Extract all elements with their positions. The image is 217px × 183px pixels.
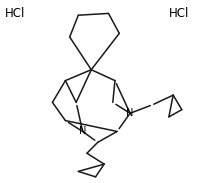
Text: N: N bbox=[79, 126, 86, 137]
Text: HCl: HCl bbox=[5, 7, 25, 20]
Text: N: N bbox=[126, 108, 134, 118]
Text: HCl: HCl bbox=[169, 7, 189, 20]
